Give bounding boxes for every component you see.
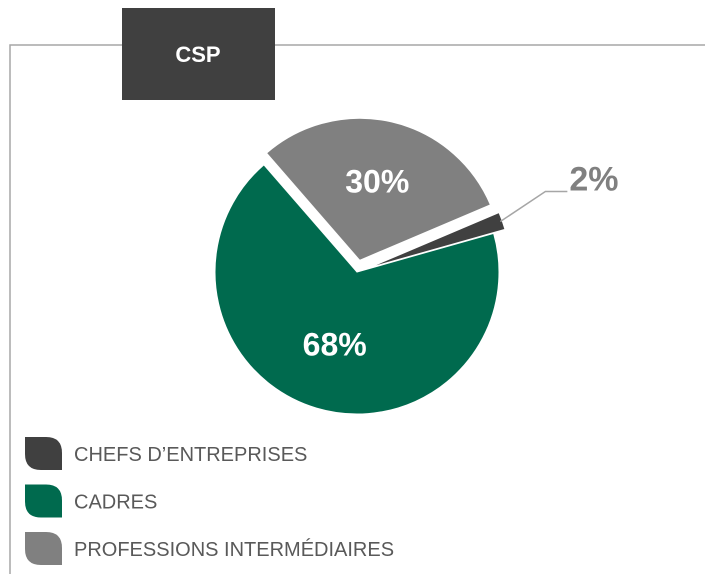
data-label: 68% (303, 326, 367, 362)
pie-slice (265, 117, 492, 261)
frame (9, 44, 705, 574)
legend-label: CHEFS D’ENTREPRISES (74, 444, 307, 466)
title-box (122, 8, 275, 100)
data-label: 2% (569, 160, 618, 198)
data-label: 30% (345, 164, 409, 200)
pie-slice (214, 164, 500, 415)
legend-label: PROFESSIONS INTERMÉDIAIRES (74, 538, 394, 561)
legend-swatch (25, 484, 62, 518)
chart-title: CSP (175, 42, 220, 67)
legend-swatch (25, 437, 62, 470)
legend-swatch (25, 532, 62, 565)
legend-label: CADRES (74, 491, 157, 513)
leader-line (499, 190, 568, 223)
